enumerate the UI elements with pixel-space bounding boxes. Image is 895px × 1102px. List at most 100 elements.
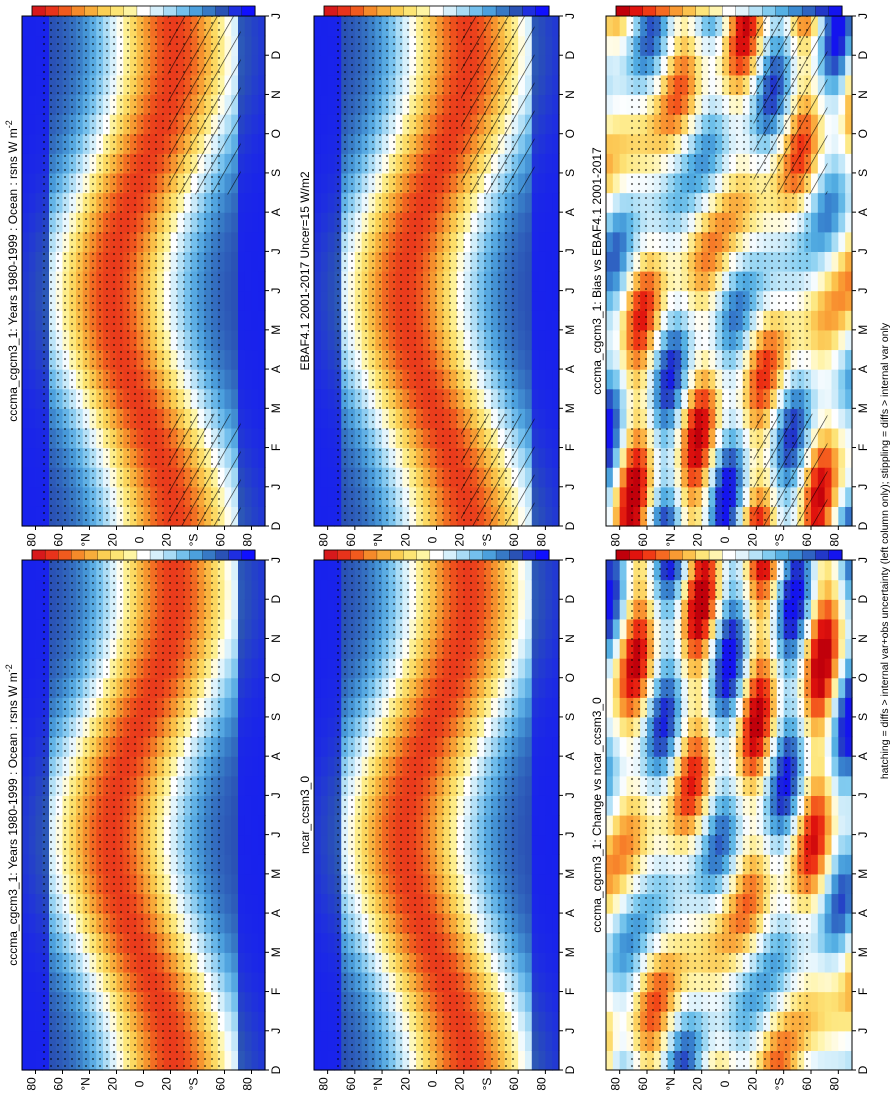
lat-tick-label: 0 xyxy=(426,536,440,543)
heatmap-cell xyxy=(224,388,232,409)
heatmap-cell xyxy=(238,408,246,429)
heatmap-cell xyxy=(314,290,322,311)
heatmap-cell xyxy=(552,74,560,96)
heatmap-cell xyxy=(531,697,540,718)
heatmap-cell xyxy=(538,834,546,855)
heatmap-cell xyxy=(28,133,37,154)
heatmap-cell xyxy=(231,716,239,738)
heatmap-cell xyxy=(606,310,614,331)
heatmap-cell xyxy=(327,251,336,272)
heatmap-cell xyxy=(320,618,329,640)
heatmap-cell xyxy=(545,952,553,973)
heatmap-cell xyxy=(838,94,846,115)
heatmap-cell xyxy=(845,192,853,213)
month-tick-label: D xyxy=(269,595,283,604)
lat-tick-label: °S xyxy=(187,1078,201,1091)
heatmap-cell xyxy=(619,94,628,115)
heatmap-cell xyxy=(238,35,246,56)
heatmap-cell xyxy=(538,172,546,194)
heatmap-cell xyxy=(538,815,546,836)
heatmap-cell xyxy=(320,153,329,174)
heatmap-cell xyxy=(327,697,336,718)
heatmap-cell xyxy=(824,408,833,429)
heatmap-cell xyxy=(518,913,526,934)
heatmap-cell xyxy=(320,349,329,370)
heatmap-cell xyxy=(612,579,621,600)
heatmap-cell xyxy=(28,1050,37,1071)
heatmap-cell xyxy=(320,467,329,488)
heatmap-cell xyxy=(327,16,336,37)
heatmap-cell xyxy=(606,893,614,914)
heatmap-cell xyxy=(35,638,43,659)
heatmap-cell xyxy=(518,212,526,233)
month-tick-label: J xyxy=(563,832,577,838)
heatmap-cell xyxy=(238,212,246,233)
month-tick-label: J xyxy=(856,288,870,294)
heatmap-cell xyxy=(314,991,322,1012)
heatmap-cell xyxy=(552,971,560,993)
heatmap-cell xyxy=(531,506,540,527)
lat-tick-label: °N xyxy=(79,533,93,546)
heatmap-cell xyxy=(531,16,540,37)
heatmap-cell xyxy=(327,579,336,600)
heatmap-cell xyxy=(238,133,246,154)
heatmap-cell xyxy=(258,55,266,76)
heatmap-cell xyxy=(258,677,266,698)
heatmap-cell xyxy=(612,251,621,272)
heatmap-cell xyxy=(824,55,833,76)
heatmap-cell xyxy=(251,991,259,1012)
heatmap-cell xyxy=(35,893,43,914)
heatmap-cell xyxy=(224,1030,232,1051)
heatmap-cell xyxy=(838,310,846,331)
heatmap-cell xyxy=(327,369,336,390)
heatmap-cell xyxy=(619,153,628,174)
lat-tick-label: 80 xyxy=(241,533,255,547)
heatmap-cell xyxy=(244,618,253,640)
heatmap-cell xyxy=(606,251,614,272)
month-tick-label: J xyxy=(269,832,283,838)
heatmap-cell xyxy=(314,114,322,135)
heatmap-cell xyxy=(22,114,30,135)
heatmap-cell xyxy=(538,913,546,934)
heatmap-cell xyxy=(28,467,37,488)
heatmap-cell xyxy=(619,506,628,527)
month-tick-label: A xyxy=(563,208,577,216)
heatmap-cell xyxy=(231,1030,239,1051)
heatmap-cell xyxy=(327,329,336,351)
heatmap-cell xyxy=(531,579,540,600)
heatmap-cell xyxy=(314,815,322,836)
heatmap-cell xyxy=(244,251,253,272)
heatmap-cell xyxy=(258,329,266,351)
heatmap-cell xyxy=(327,290,336,311)
heatmap-cell xyxy=(606,756,614,777)
heatmap-cell xyxy=(238,1011,246,1032)
heatmap-cell xyxy=(545,369,553,390)
heatmap-cell xyxy=(824,133,833,154)
heatmap-cell xyxy=(845,94,853,115)
month-tick-label: N xyxy=(269,90,283,99)
heatmap-cell xyxy=(838,427,846,449)
heatmap-cell xyxy=(552,290,560,311)
heatmap-cell xyxy=(538,736,546,757)
heatmap-cell xyxy=(538,795,546,816)
heatmap-cell xyxy=(552,618,560,640)
heatmap-cell xyxy=(244,388,253,409)
month-tick-label: F xyxy=(856,444,870,451)
heatmap-cell xyxy=(531,290,540,311)
month-tick-label: J xyxy=(563,13,577,19)
month-tick-label: A xyxy=(269,208,283,216)
heatmap-cell xyxy=(314,172,322,194)
heatmap-cell xyxy=(327,971,336,993)
heatmap-cell xyxy=(811,329,819,351)
heatmap-cell xyxy=(224,677,232,698)
lat-tick-label: 60 xyxy=(52,1077,66,1091)
heatmap-cell xyxy=(231,290,239,311)
heatmap-cell xyxy=(327,716,336,738)
heatmap-cell xyxy=(518,815,526,836)
month-tick-label: O xyxy=(269,129,283,138)
heatmap-cell xyxy=(35,834,43,855)
heatmap-cell xyxy=(327,271,336,292)
heatmap-cell xyxy=(524,638,533,659)
heatmap-cell xyxy=(612,310,621,331)
heatmap-cell xyxy=(606,74,614,96)
